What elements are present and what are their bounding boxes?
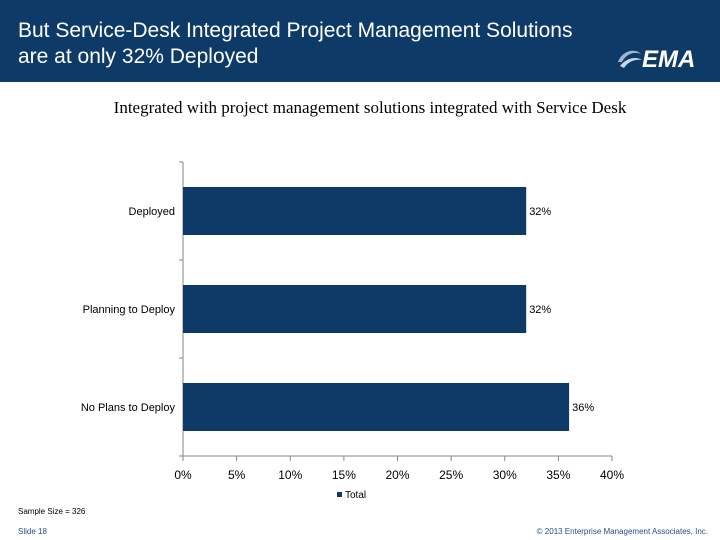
logo-swoosh-icon [618,50,642,68]
x-tick-label: 10% [278,468,302,482]
data-label: 32% [529,206,551,218]
x-tick-label: 15% [332,468,356,482]
x-tick-label: 35% [546,468,570,482]
x-tick-label: 25% [439,468,463,482]
category-label: Planning to Deploy [83,304,176,316]
data-label: 36% [572,402,594,414]
x-tick-label: 40% [600,468,624,482]
copyright: © 2013 Enterprise Management Associates,… [536,527,708,536]
x-tick-label: 0% [174,468,192,482]
ema-logo: EMA [612,42,712,78]
bar-deployed [183,186,527,236]
logo-text: EMA [642,46,696,73]
data-label: 32% [529,304,551,316]
category-label: No Plans to Deploy [81,402,176,414]
bar-chart: 0% 5% 10% 15% 20% 25% 30% 35% 40% Deployed 32% Plan… [81,161,624,501]
bar-no-plans-to-deploy [183,382,570,432]
legend-label: Total [345,490,366,501]
x-tick-label: 5% [228,468,246,482]
chart-subtitle: Integrated with project management solut… [113,98,627,117]
sample-size: Sample Size = 326 [18,507,86,516]
x-tick-label: 20% [385,468,409,482]
slide-number: Slide 18 [18,527,47,536]
legend-swatch [337,492,342,497]
slide-header: But Service-Desk Integrated Project Mana… [0,0,720,82]
bar-planning-to-deploy [183,284,527,334]
category-label: Deployed [129,206,175,218]
slide-title: But Service-Desk Integrated Project Mana… [18,19,573,68]
x-tick-label: 30% [493,468,517,482]
